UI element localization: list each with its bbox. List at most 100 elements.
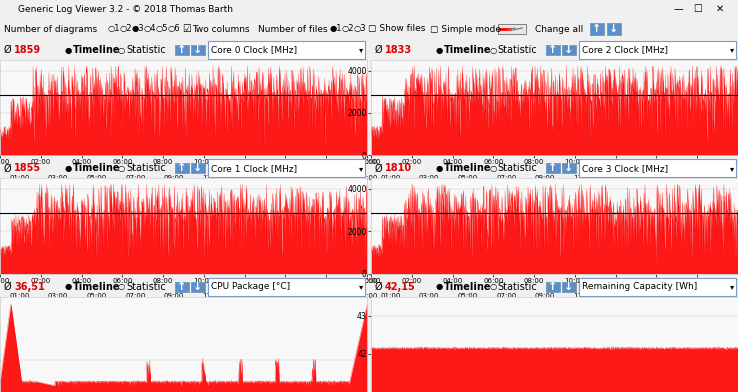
Text: Timeline: Timeline xyxy=(73,282,120,292)
Text: 01:00: 01:00 xyxy=(9,175,30,181)
Text: ↑: ↑ xyxy=(548,282,558,292)
Text: ●: ● xyxy=(436,45,444,54)
Text: ↑: ↑ xyxy=(548,45,558,55)
Text: Statistic: Statistic xyxy=(126,163,166,173)
Bar xyxy=(546,163,560,173)
Text: Number of diagrams: Number of diagrams xyxy=(4,25,97,33)
Bar xyxy=(208,278,365,296)
Text: ↑: ↑ xyxy=(177,45,187,55)
Text: 19:00: 19:00 xyxy=(356,175,377,181)
Text: ○2: ○2 xyxy=(120,25,133,33)
Bar xyxy=(208,159,365,177)
Text: 19:00: 19:00 xyxy=(728,293,738,299)
Text: Generic Log Viewer 3.2 - © 2018 Thomas Barth: Generic Log Viewer 3.2 - © 2018 Thomas B… xyxy=(18,4,233,13)
Bar xyxy=(546,282,560,292)
Text: 09:00: 09:00 xyxy=(534,175,555,181)
Text: 1859: 1859 xyxy=(14,45,41,55)
Text: ↓: ↓ xyxy=(193,45,203,55)
Text: 01:00: 01:00 xyxy=(380,175,401,181)
Text: ○: ○ xyxy=(118,45,125,54)
Text: 19:00: 19:00 xyxy=(728,175,738,181)
Bar xyxy=(562,45,576,55)
Text: 36,51: 36,51 xyxy=(14,282,45,292)
Text: 11:00: 11:00 xyxy=(573,175,593,181)
Text: 11:00: 11:00 xyxy=(202,175,223,181)
Text: ▢ Simple mode: ▢ Simple mode xyxy=(430,25,501,33)
Text: ✕: ✕ xyxy=(716,4,724,14)
Text: 19:00: 19:00 xyxy=(356,293,377,299)
Text: ●: ● xyxy=(65,164,72,173)
Text: Core 0 Clock [MHz]: Core 0 Clock [MHz] xyxy=(211,45,297,54)
Text: ↑: ↑ xyxy=(177,163,187,173)
Text: ○: ○ xyxy=(118,164,125,173)
Text: ●: ● xyxy=(65,282,72,291)
Bar xyxy=(590,23,604,35)
Text: ●: ● xyxy=(436,282,444,291)
Text: 42,15: 42,15 xyxy=(385,282,415,292)
Text: Timeline: Timeline xyxy=(444,45,492,55)
Text: 03:00: 03:00 xyxy=(48,293,68,299)
Bar xyxy=(546,45,560,55)
Text: Timeline: Timeline xyxy=(444,282,492,292)
Text: 01:00: 01:00 xyxy=(9,293,30,299)
Text: 13:00: 13:00 xyxy=(241,293,261,299)
Text: ○5: ○5 xyxy=(156,25,168,33)
Text: Core 3 Clock [MHz]: Core 3 Clock [MHz] xyxy=(582,164,668,173)
Bar xyxy=(498,24,526,34)
Text: ☐: ☐ xyxy=(694,4,703,14)
Text: 15:00: 15:00 xyxy=(280,293,300,299)
Text: 09:00: 09:00 xyxy=(164,175,184,181)
X-axis label: Time: Time xyxy=(544,180,565,189)
Text: Remaining Capacity [Wh]: Remaining Capacity [Wh] xyxy=(582,282,697,291)
Text: 17:00: 17:00 xyxy=(318,293,339,299)
Bar xyxy=(208,41,365,59)
Text: 07:00: 07:00 xyxy=(125,175,145,181)
Text: 17:00: 17:00 xyxy=(318,175,339,181)
Text: Statistic: Statistic xyxy=(497,163,537,173)
Text: ○1: ○1 xyxy=(108,25,120,33)
Text: 07:00: 07:00 xyxy=(125,293,145,299)
Text: 1855: 1855 xyxy=(14,163,41,173)
Text: ○: ○ xyxy=(489,164,496,173)
Text: 05:00: 05:00 xyxy=(458,175,477,181)
Text: ↓: ↓ xyxy=(565,163,573,173)
Text: Ø: Ø xyxy=(4,45,12,55)
Text: ●3: ●3 xyxy=(132,25,145,33)
Bar xyxy=(191,282,205,292)
Text: CPU Package [°C]: CPU Package [°C] xyxy=(211,282,290,291)
Text: 07:00: 07:00 xyxy=(496,175,517,181)
Text: 15:00: 15:00 xyxy=(651,175,671,181)
Text: Ø: Ø xyxy=(4,163,12,173)
Text: 09:00: 09:00 xyxy=(534,293,555,299)
Text: Timeline: Timeline xyxy=(444,163,492,173)
Text: Statistic: Statistic xyxy=(126,282,166,292)
Bar xyxy=(562,282,576,292)
Text: Number of files: Number of files xyxy=(258,25,328,33)
Text: 05:00: 05:00 xyxy=(86,293,107,299)
Text: Timeline: Timeline xyxy=(73,163,120,173)
Text: ○: ○ xyxy=(489,45,496,54)
Text: ○2: ○2 xyxy=(342,25,354,33)
Text: ↓: ↓ xyxy=(193,163,203,173)
Text: ○: ○ xyxy=(489,282,496,291)
X-axis label: Time: Time xyxy=(544,298,565,307)
Bar xyxy=(607,23,621,35)
Text: 11:00: 11:00 xyxy=(202,293,223,299)
Text: 09:00: 09:00 xyxy=(164,293,184,299)
Text: 1810: 1810 xyxy=(385,163,412,173)
Text: 07:00: 07:00 xyxy=(496,293,517,299)
Text: ○: ○ xyxy=(118,282,125,291)
X-axis label: Time: Time xyxy=(173,180,194,189)
Text: ▾: ▾ xyxy=(730,282,734,291)
Bar xyxy=(579,41,736,59)
Text: ↑: ↑ xyxy=(548,163,558,173)
Text: 11:00: 11:00 xyxy=(573,293,593,299)
Text: ●: ● xyxy=(436,164,444,173)
Text: Ø: Ø xyxy=(375,163,382,173)
Text: Statistic: Statistic xyxy=(497,45,537,55)
Text: ○3: ○3 xyxy=(354,25,367,33)
Text: Ø: Ø xyxy=(375,45,382,55)
Text: 15:00: 15:00 xyxy=(280,175,300,181)
Text: ↓: ↓ xyxy=(565,45,573,55)
Text: 13:00: 13:00 xyxy=(241,175,261,181)
